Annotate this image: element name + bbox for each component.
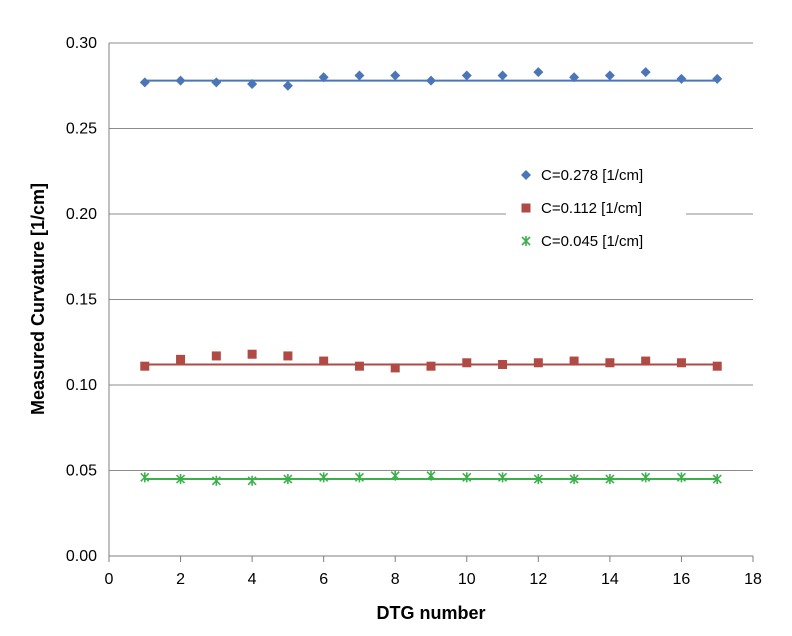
data-point — [605, 358, 615, 368]
x-tick-label: 8 — [391, 571, 400, 588]
data-point — [676, 358, 686, 368]
data-point — [175, 75, 186, 86]
data-point — [497, 472, 508, 483]
data-point — [283, 474, 293, 485]
x-tick-label: 12 — [529, 571, 547, 588]
data-point — [283, 351, 293, 361]
data-point — [462, 472, 472, 483]
data-point — [140, 361, 150, 371]
data-point — [462, 358, 472, 368]
data-point — [140, 472, 150, 483]
data-point — [390, 70, 401, 81]
data-point — [319, 472, 329, 483]
data-point — [390, 363, 400, 373]
y-tick-label: 0.00 — [66, 548, 97, 565]
data-point — [569, 72, 580, 83]
data-point — [498, 359, 508, 369]
data-point — [247, 79, 258, 90]
data-point — [497, 70, 508, 81]
legend-box — [506, 156, 686, 256]
y-tick-label: 0.10 — [66, 377, 97, 394]
data-point — [521, 236, 531, 246]
data-point — [354, 472, 365, 483]
data-point — [712, 73, 723, 84]
data-point — [641, 356, 651, 366]
data-point — [354, 361, 364, 371]
data-point — [676, 472, 687, 483]
x-tick-labels: 0 2 4 6 8 10 12 14 16 18 — [105, 571, 762, 588]
y-tick-label: 0.05 — [66, 463, 97, 480]
legend: C=0.278 [1/cm] C=0.112 [1/cm] C=0.045 [1/c… — [506, 156, 686, 256]
data-point — [354, 70, 365, 81]
data-point — [641, 472, 651, 483]
data-point — [533, 474, 543, 485]
legend-entry: C=0.278 [1/cm] — [541, 167, 643, 184]
data-point — [569, 356, 579, 366]
data-point — [139, 77, 150, 88]
y-axis-label: Measured Curvature [1/cm] — [28, 183, 48, 415]
x-tick-label: 10 — [458, 571, 476, 588]
y-tick-label: 0.30 — [66, 35, 97, 52]
data-point — [211, 77, 222, 88]
y-tick-labels: 0.00 0.05 0.10 0.15 0.20 0.25 0.30 — [66, 35, 97, 565]
data-point — [712, 474, 722, 485]
data-point — [533, 358, 543, 368]
data-point — [521, 170, 531, 180]
data-point — [319, 356, 329, 366]
x-tick-label: 0 — [105, 571, 114, 588]
data-point — [175, 474, 186, 485]
data-point — [712, 361, 722, 371]
y-tick-label: 0.25 — [66, 121, 97, 138]
x-tick-label: 6 — [319, 571, 328, 588]
data-point — [533, 67, 544, 78]
data-point — [282, 80, 293, 91]
data-point — [676, 73, 687, 84]
legend-entry: C=0.112 [1/cm] — [541, 200, 642, 217]
axes — [108, 43, 754, 562]
data-point — [426, 361, 436, 371]
data-point — [211, 351, 221, 361]
data-point — [604, 70, 615, 81]
gridlines — [109, 42, 753, 471]
legend-entry: C=0.045 [1/cm] — [541, 233, 643, 250]
data-point — [247, 349, 257, 359]
data-point — [426, 470, 436, 481]
data-point — [318, 72, 329, 83]
y-tick-label: 0.20 — [66, 206, 97, 223]
x-tick-label: 14 — [601, 571, 619, 588]
y-tick-label: 0.15 — [66, 292, 97, 309]
data-point — [247, 475, 257, 486]
fit-lines — [144, 79, 718, 481]
x-tick-label: 2 — [176, 571, 185, 588]
data-point — [605, 474, 615, 485]
data-point — [569, 474, 579, 485]
data-point — [176, 354, 186, 364]
data-point — [390, 470, 400, 481]
data-point — [461, 70, 472, 81]
x-axis-label: DTG number — [376, 603, 485, 623]
data-point — [426, 75, 436, 86]
data-point — [521, 203, 531, 213]
data-point — [640, 67, 651, 78]
x-tick-label: 18 — [744, 571, 762, 588]
data-point — [211, 475, 221, 486]
x-tick-label: 4 — [248, 571, 257, 588]
x-tick-label: 16 — [673, 571, 691, 588]
data-points — [139, 67, 723, 486]
